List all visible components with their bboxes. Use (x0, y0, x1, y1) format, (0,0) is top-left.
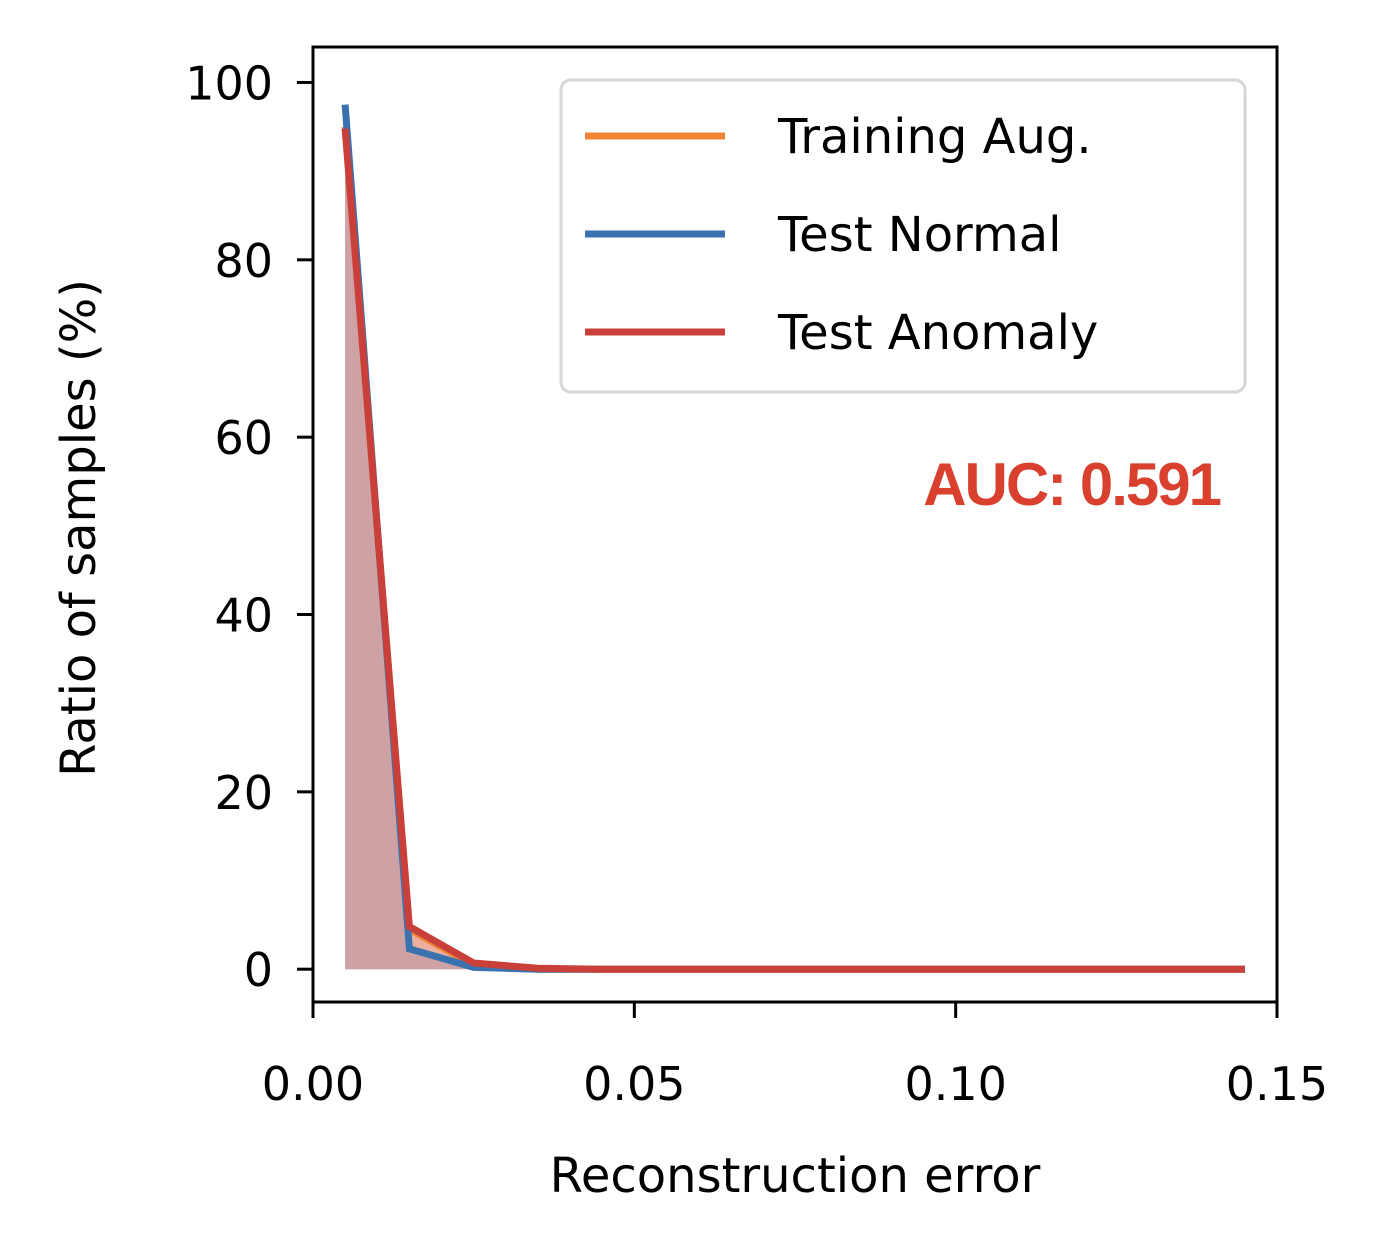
x-tick-label: 0.15 (1226, 1057, 1328, 1111)
plot-frame (311, 45, 1279, 1004)
x-tick-label: 0.00 (262, 1057, 364, 1111)
y-tick-label: 40 (214, 589, 273, 643)
x-axis-ticks: 0.00 0.05 0.10 0.15 (262, 1002, 1328, 1111)
series-lines (341, 104, 1245, 973)
y-tick-label: 0 (244, 943, 273, 997)
series-line-test-anomaly (341, 128, 1245, 973)
legend: Training Aug. Test Normal Test Anomaly (559, 78, 1247, 394)
y-axis-label: Ratio of samples (%) (51, 279, 107, 777)
y-tick-label: 20 (214, 766, 273, 820)
legend-box (559, 78, 1247, 394)
x-axis-label: Reconstruction error (550, 1148, 1041, 1204)
legend-label-training-aug: Training Aug. (777, 109, 1092, 165)
x-tick-label: 0.05 (583, 1057, 685, 1111)
y-tick-label: 100 (185, 56, 273, 110)
y-axis-ticks: 0 20 40 60 80 100 (185, 56, 313, 997)
legend-label-test-anomaly: Test Anomaly (777, 305, 1098, 361)
legend-label-test-normal: Test Normal (777, 207, 1061, 263)
y-tick-label: 80 (214, 234, 273, 288)
auc-annotation: AUC: 0.591 (923, 451, 1220, 518)
y-tick-label: 60 (214, 411, 273, 465)
x-tick-label: 0.10 (904, 1057, 1006, 1111)
